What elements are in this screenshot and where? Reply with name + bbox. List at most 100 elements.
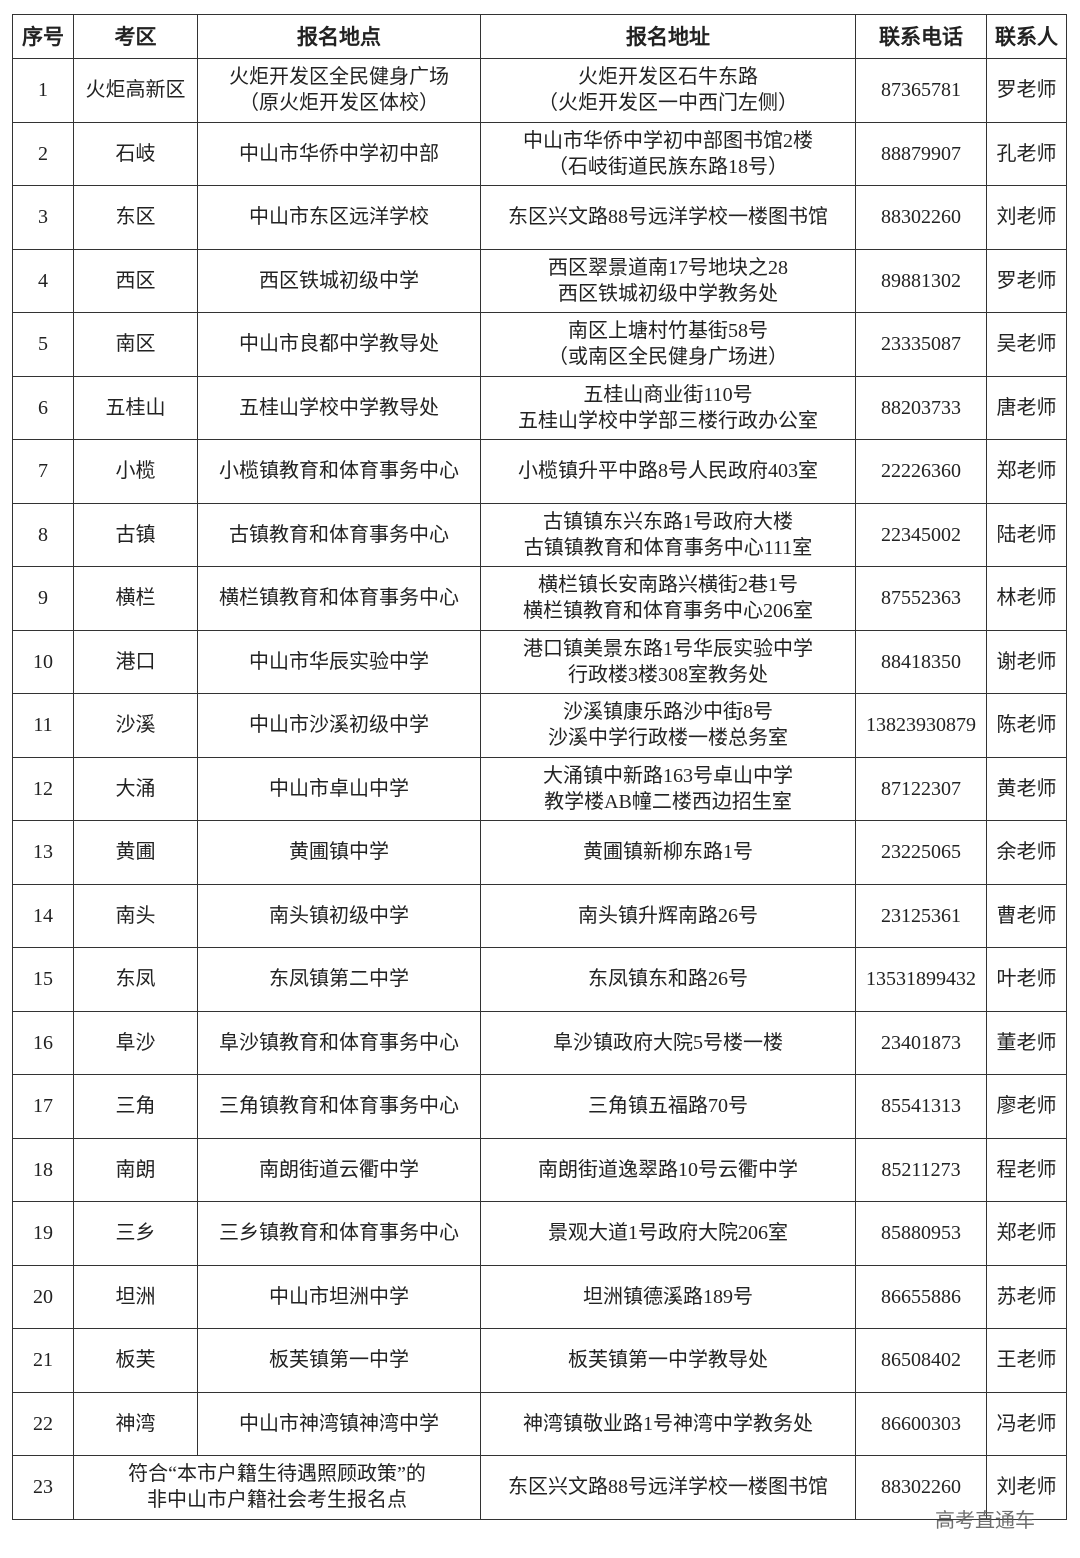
cell-phone: 86655886 [855, 1264, 987, 1329]
cell-address: 西区翠景道南17号地块之28 西区铁城初级中学教务处 [480, 248, 856, 313]
cell-address: 南区上塘村竹基街58号 （或南区全民健身广场进） [480, 312, 856, 377]
cell-no: 7 [12, 439, 74, 504]
cell-phone: 88879907 [855, 121, 987, 186]
cell-address-line: 小榄镇升平中路8号人民政府403室 [518, 460, 818, 483]
cell-address: 景观大道1号政府大院206室 [480, 1201, 856, 1266]
cell-area: 东凤 [73, 947, 198, 1012]
cell-place-line: 中山市坦洲中学 [269, 1285, 409, 1308]
cell-address-line: 古镇镇教育和体育事务中心111室 [523, 536, 813, 559]
cell-phone: 86600303 [855, 1391, 987, 1456]
cell-area: 西区 [73, 248, 198, 313]
cell-area: 五桂山 [73, 375, 198, 440]
cell-no: 21 [12, 1328, 74, 1393]
cell-place-line: 南头镇初级中学 [269, 904, 409, 927]
cell-no: 17 [12, 1074, 74, 1139]
cell-area: 阜沙 [73, 1010, 198, 1075]
cell-place: 南朗街道云衢中学 [197, 1137, 481, 1202]
cell-place-line: 五桂山学校中学教导处 [239, 396, 439, 419]
cell-no: 10 [12, 629, 74, 694]
cell-area: 大涌 [73, 756, 198, 821]
cell-contact: 廖老师 [986, 1074, 1067, 1139]
header-address: 报名地址 [480, 14, 856, 59]
cell-place: 古镇教育和体育事务中心 [197, 502, 481, 567]
cell-place: 中山市沙溪初级中学 [197, 693, 481, 758]
table-row: 19 三乡 三乡镇教育和体育事务中心 景观大道1号政府大院206室 85880953 郑老… [12, 1201, 1067, 1266]
cell-place: 火炬开发区全民健身广场 （原火炬开发区体校） [197, 58, 481, 123]
cell-no: 19 [12, 1201, 74, 1266]
cell-phone: 23125361 [855, 883, 987, 948]
cell-address-line: 东区兴文路88号远洋学校一楼图书馆 [508, 206, 828, 229]
table-row: 14 南头 南头镇初级中学 南头镇升辉南路26号 23125361 曹老师 [12, 883, 1067, 948]
cell-phone: 23335087 [855, 312, 987, 377]
cell-contact: 郑老师 [986, 439, 1067, 504]
table-row: 18 南朗 南朗街道云衢中学 南朗街道逸翠路10号云衢中学 85211273 程老师 [12, 1137, 1067, 1202]
cell-place-line: （原火炬开发区体校） [239, 92, 439, 115]
cell-address: 五桂山商业街110号 五桂山学校中学部三楼行政办公室 [480, 375, 856, 440]
table-row: 11 沙溪 中山市沙溪初级中学 沙溪镇康乐路沙中街8号 沙溪中学行政楼一楼总务室 1382… [12, 693, 1067, 758]
header-phone: 联系电话 [855, 14, 987, 59]
cell-area: 东区 [73, 185, 198, 250]
cell-phone: 23225065 [855, 820, 987, 885]
cell-address-line: 阜沙镇政府大院5号楼一楼 [553, 1031, 783, 1054]
header-area: 考区 [73, 14, 198, 59]
cell-place: 小榄镇教育和体育事务中心 [197, 439, 481, 504]
cell-no: 14 [12, 883, 74, 948]
cell-no: 20 [12, 1264, 74, 1329]
cell-no: 8 [12, 502, 74, 567]
cell-no: 18 [12, 1137, 74, 1202]
cell-address: 东区兴文路88号远洋学校一楼图书馆 [480, 1455, 856, 1520]
cell-area: 神湾 [73, 1391, 198, 1456]
cell-address: 黄圃镇新柳东路1号 [480, 820, 856, 885]
cell-no: 13 [12, 820, 74, 885]
table-row: 12 大涌 中山市卓山中学 大涌镇中新路163号卓山中学 教学楼AB幢二楼西边招生室 87… [12, 756, 1067, 821]
cell-area: 小榄 [73, 439, 198, 504]
header-no: 序号 [12, 14, 74, 59]
cell-address-line: 南朗街道逸翠路10号云衢中学 [538, 1158, 798, 1181]
table-row: 20 坦洲 中山市坦洲中学 坦洲镇德溪路189号 86655886 苏老师 [12, 1264, 1067, 1329]
cell-no: 4 [12, 248, 74, 313]
cell-address-line: 火炬开发区石牛东路 [578, 66, 758, 89]
cell-phone: 85541313 [855, 1074, 987, 1139]
cell-address-line: 横栏镇教育和体育事务中心206室 [523, 600, 813, 623]
cell-area: 三角 [73, 1074, 198, 1139]
cell-place-line: 中山市沙溪初级中学 [249, 714, 429, 737]
cell-contact: 罗老师 [986, 58, 1067, 123]
cell-address-line: 五桂山商业街110号 [583, 383, 753, 406]
cell-no: 23 [12, 1455, 74, 1520]
cell-place: 黄圃镇中学 [197, 820, 481, 885]
table-row: 4 西区 西区铁城初级中学 西区翠景道南17号地块之28 西区铁城初级中学教务处 8988… [12, 248, 1067, 313]
cell-address: 横栏镇长安南路兴横街2巷1号 横栏镇教育和体育事务中心206室 [480, 566, 856, 631]
table-row: 8 古镇 古镇教育和体育事务中心 古镇镇东兴东路1号政府大楼 古镇镇教育和体育事务中心1… [12, 502, 1067, 567]
cell-contact: 苏老师 [986, 1264, 1067, 1329]
cell-area: 火炬高新区 [73, 58, 198, 123]
cell-place: 中山市神湾镇神湾中学 [197, 1391, 481, 1456]
cell-phone: 23401873 [855, 1010, 987, 1075]
cell-contact: 谢老师 [986, 629, 1067, 694]
cell-area: 南朗 [73, 1137, 198, 1202]
cell-address-line: 沙溪中学行政楼一楼总务室 [548, 727, 788, 750]
cell-contact: 郑老师 [986, 1201, 1067, 1266]
cell-place-line: 中山市良都中学教导处 [239, 333, 439, 356]
cell-place-line: 中山市东区远洋学校 [249, 206, 429, 229]
cell-place: 中山市华辰实验中学 [197, 629, 481, 694]
cell-place: 中山市卓山中学 [197, 756, 481, 821]
cell-address: 港口镇美景东路1号华辰实验中学 行政楼3楼308室教务处 [480, 629, 856, 694]
watermark: 高考直通车 [935, 1508, 1035, 1532]
cell-contact: 王老师 [986, 1328, 1067, 1393]
cell-no: 2 [12, 121, 74, 186]
cell-address: 东区兴文路88号远洋学校一楼图书馆 [480, 185, 856, 250]
cell-contact: 黄老师 [986, 756, 1067, 821]
cell-area: 港口 [73, 629, 198, 694]
cell-contact: 吴老师 [986, 312, 1067, 377]
header-row: 序号 考区 报名地点 报名地址 联系电话 联系人 [12, 14, 1067, 59]
cell-address-line: 南头镇升辉南路26号 [578, 904, 758, 927]
cell-phone: 88302260 [855, 185, 987, 250]
cell-place: 中山市坦洲中学 [197, 1264, 481, 1329]
cell-place: 符合“本市户籍生待遇照顾政策”的 非中山市户籍社会考生报名点 [73, 1455, 481, 1520]
cell-place-line: 东凤镇第二中学 [269, 968, 409, 991]
cell-address-line: 坦洲镇德溪路189号 [583, 1285, 753, 1308]
cell-address-line: 中山市华侨中学初中部图书馆2楼 [523, 129, 813, 152]
table-row: 3 东区 中山市东区远洋学校 东区兴文路88号远洋学校一楼图书馆 88302260 刘老师 [12, 185, 1067, 250]
cell-place-line: 中山市华辰实验中学 [249, 650, 429, 673]
cell-area: 古镇 [73, 502, 198, 567]
